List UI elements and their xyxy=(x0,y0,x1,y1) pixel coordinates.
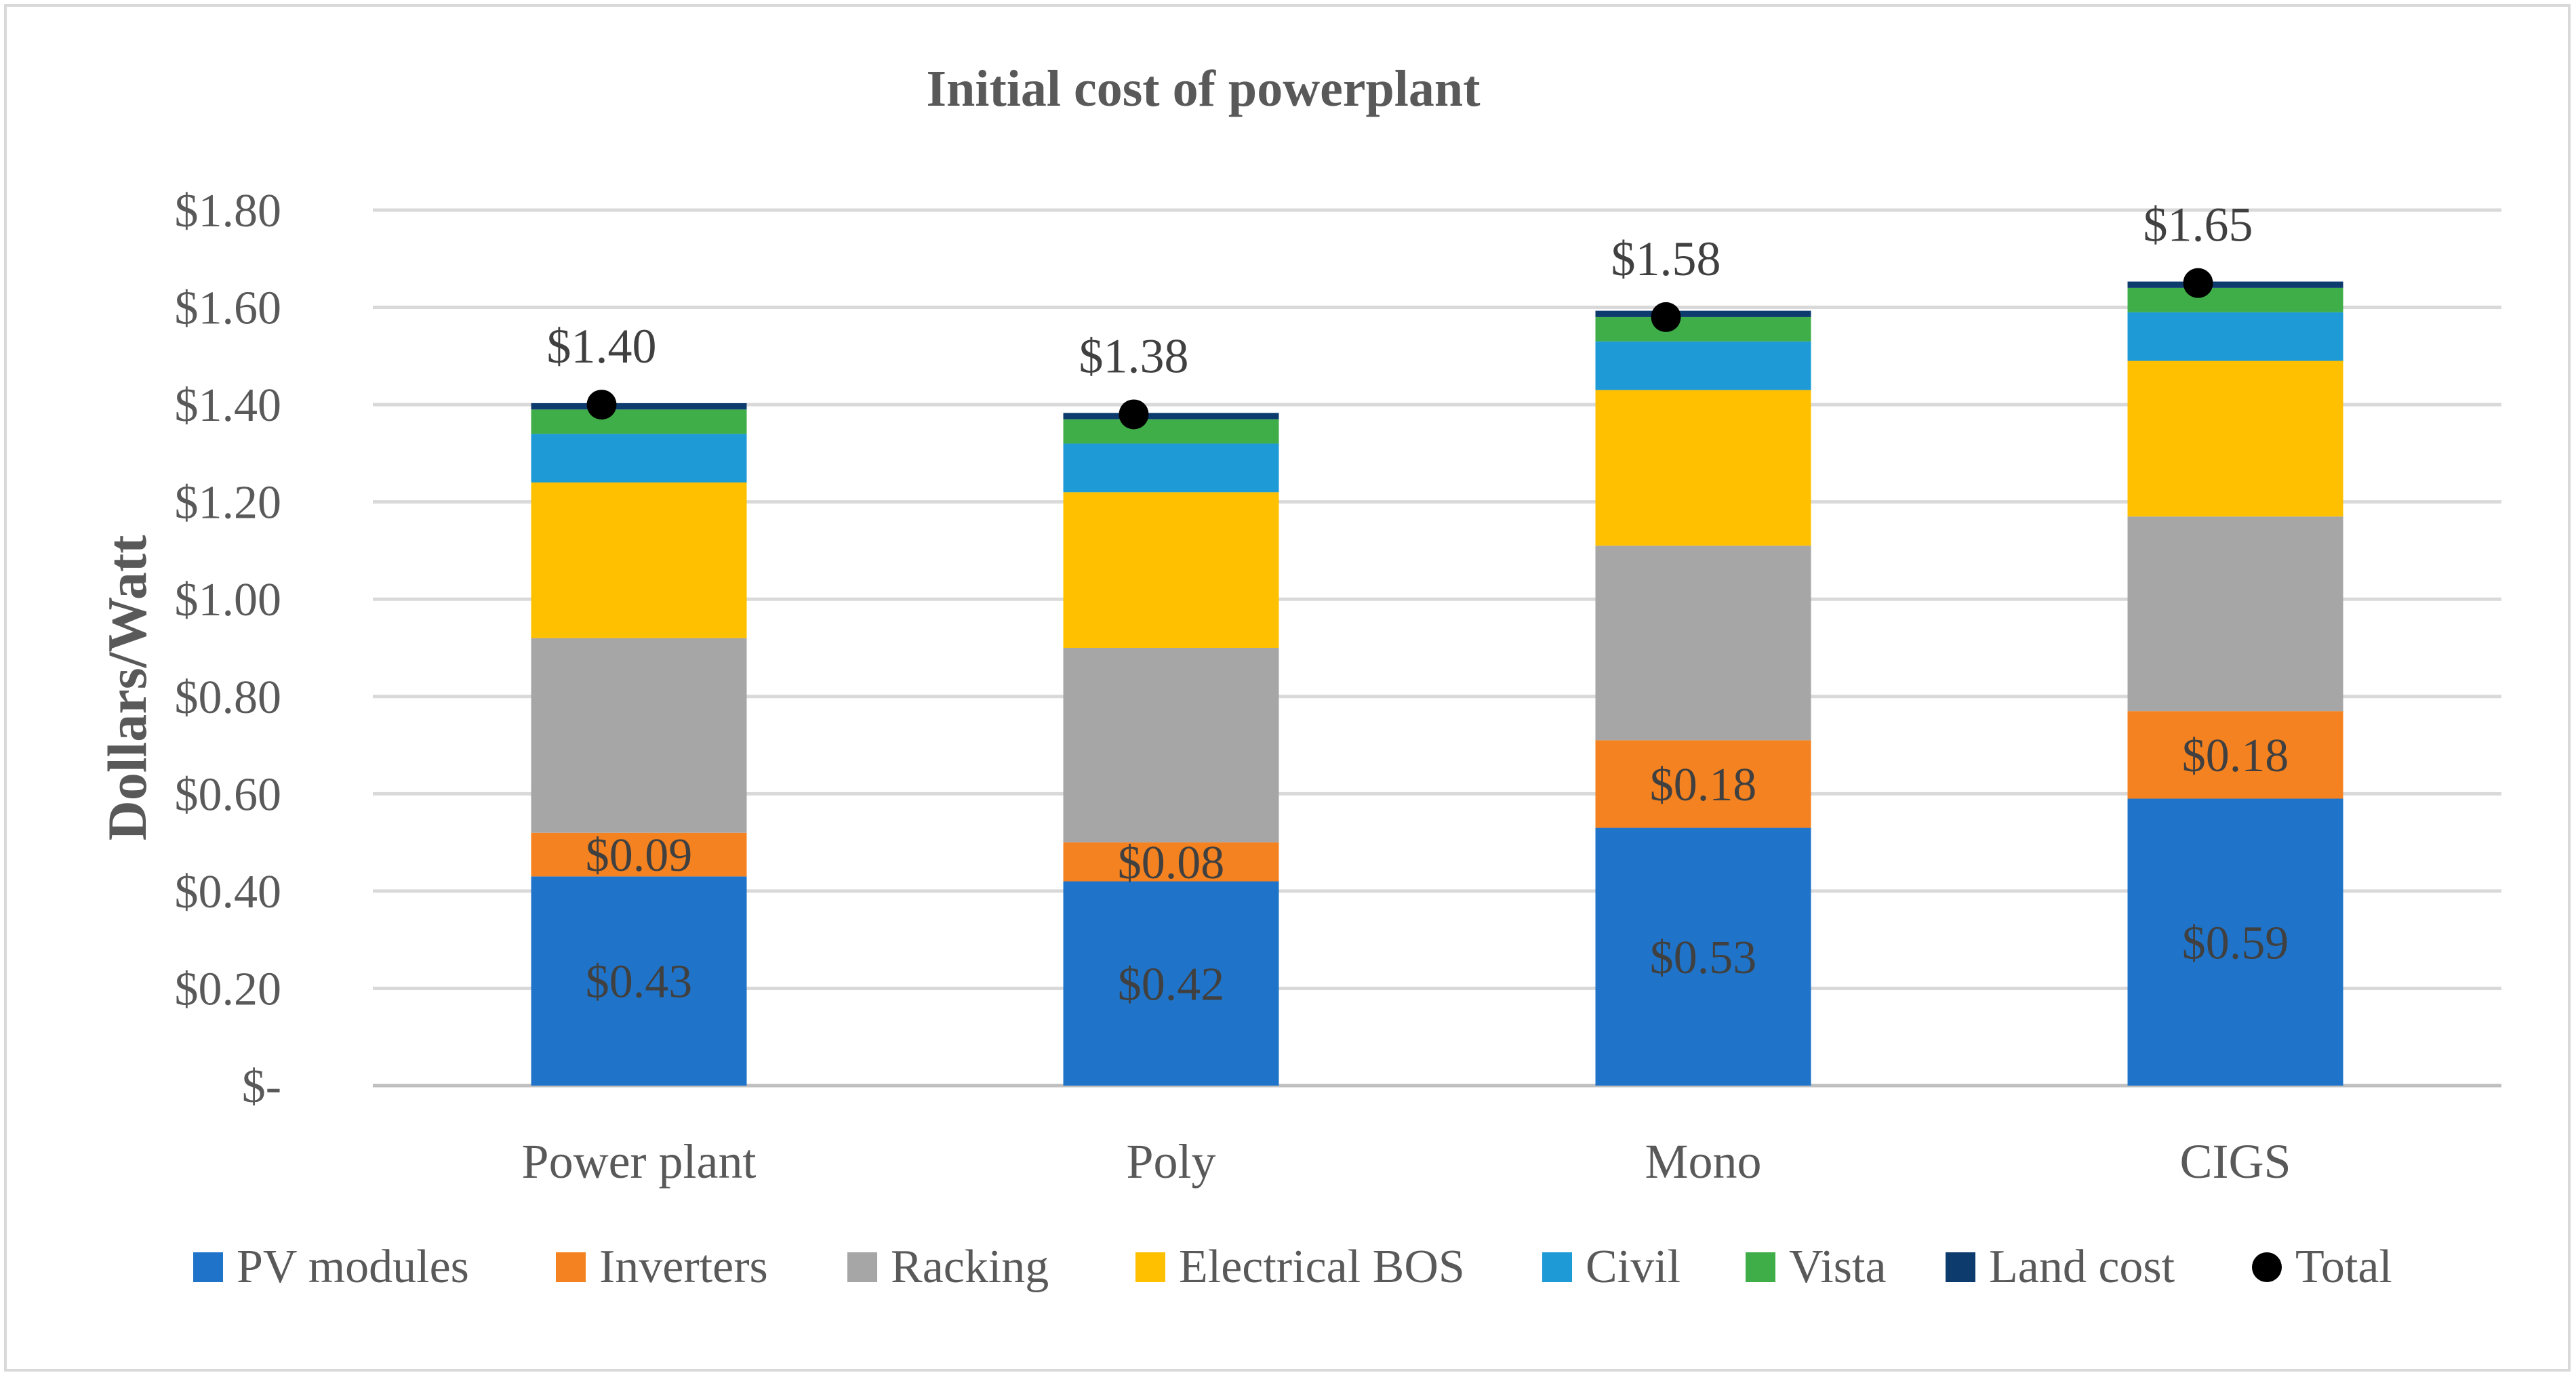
total-marker xyxy=(1651,302,1681,332)
y-tick-label: $0.40 xyxy=(175,866,282,918)
y-tick-label: $1.60 xyxy=(175,283,282,335)
bars xyxy=(531,281,2343,1086)
y-tick-label: $1.20 xyxy=(175,477,282,529)
bar-segment-civil xyxy=(531,434,747,482)
bar-segment-land-cost xyxy=(1595,310,1811,317)
legend-swatch xyxy=(193,1252,223,1282)
legend-label: Land cost xyxy=(1989,1241,2175,1293)
legend: PV modules Inverters Racking Electrical BOS… xyxy=(193,1241,2392,1293)
bar-segment-vista xyxy=(1063,419,1279,444)
y-axis-label: Dollars/Watt xyxy=(96,535,158,841)
legend-label: Racking xyxy=(891,1241,1049,1293)
x-tick-label: CIGS xyxy=(2179,1134,2291,1189)
y-tick-label: $1.40 xyxy=(175,379,282,432)
x-tick-label: Mono xyxy=(1645,1134,1761,1189)
data-label: $0.53 xyxy=(1650,932,1757,984)
data-label: $0.18 xyxy=(1650,759,1757,811)
x-tick-label: Poly xyxy=(1126,1134,1215,1189)
bar-segment-pv-modules xyxy=(1595,827,1811,1086)
y-tick-label: $1.80 xyxy=(175,185,282,237)
bar-segment-electrical-bos xyxy=(1063,492,1279,648)
y-tick-label: $0.80 xyxy=(175,672,282,724)
bar-segment-inverters xyxy=(1595,740,1811,828)
chart-frame: Initial cost of powerplant Dollars/Watt … xyxy=(4,4,2571,1372)
bar-segment-pv-modules xyxy=(1063,881,1279,1086)
legend-swatch xyxy=(556,1252,586,1282)
total-marker xyxy=(2183,268,2213,298)
total-label: $1.65 xyxy=(2144,198,2253,252)
chart-title: Initial cost of powerplant xyxy=(927,60,1481,117)
bar-segment-land-cost xyxy=(531,403,747,410)
bar-segment-electrical-bos xyxy=(2127,361,2343,517)
bar-segment-civil xyxy=(1063,443,1279,493)
x-axis-categories: Power plant Poly Mono CIGS xyxy=(522,1134,2291,1189)
bar-segment-inverters xyxy=(531,832,747,877)
bar-segment-vista xyxy=(1595,316,1811,342)
bar-segment-vista xyxy=(531,409,747,434)
bar-segment-land-cost xyxy=(2127,281,2343,288)
data-label: $0.43 xyxy=(586,956,693,1008)
stacked-bar-chart: Initial cost of powerplant Dollars/Watt … xyxy=(96,60,2501,1293)
data-labels: $0.43 $0.09 $0.42 $0.08 $0.53 $0.18 $0.59 $0.18 xyxy=(586,730,2289,1010)
legend-swatch xyxy=(1746,1252,1775,1282)
y-tick-label: $1.00 xyxy=(175,574,282,626)
legend-marker xyxy=(2252,1252,2282,1282)
legend-label: Electrical BOS xyxy=(1179,1241,1465,1293)
data-label: $0.08 xyxy=(1118,837,1225,889)
bar-segment-electrical-bos xyxy=(531,482,747,638)
total-marker xyxy=(1119,399,1149,430)
data-label: $0.09 xyxy=(586,829,693,882)
total-markers: $1.40 $1.38 $1.58 $1.65 xyxy=(547,198,2253,430)
bar-segment-inverters xyxy=(2127,711,2343,799)
total-marker xyxy=(586,390,617,420)
data-label: $0.42 xyxy=(1118,958,1225,1010)
legend-label: Vista xyxy=(1789,1241,1887,1293)
x-tick-label: Power plant xyxy=(522,1134,757,1189)
bar-segment-racking xyxy=(1063,648,1279,843)
legend-swatch xyxy=(1542,1252,1572,1282)
bar-segment-racking xyxy=(2127,516,2343,712)
total-label: $1.38 xyxy=(1079,329,1189,383)
data-label: $0.18 xyxy=(2182,730,2289,782)
data-label: $0.59 xyxy=(2182,917,2289,969)
legend-label: Civil xyxy=(1586,1241,1681,1293)
bar-segment-land-cost xyxy=(1063,413,1279,419)
bar-segment-civil xyxy=(1595,341,1811,390)
legend-swatch xyxy=(1135,1252,1165,1282)
bar-segment-racking xyxy=(531,638,747,833)
legend-label: Inverters xyxy=(599,1241,768,1293)
legend-label: PV modules xyxy=(237,1241,469,1293)
y-tick-label: $0.60 xyxy=(175,768,282,821)
legend-swatch xyxy=(1946,1252,1975,1282)
y-axis-ticks: $- $0.20 $0.40 $0.60 $0.80 $1.00 $1.20 $1.40 $1.… xyxy=(175,185,282,1113)
bar-segment-vista xyxy=(2127,287,2343,312)
bar-segment-pv-modules xyxy=(531,876,747,1086)
bar-segment-inverters xyxy=(1063,842,1279,882)
bar-segment-racking xyxy=(1595,546,1811,741)
bar-segment-electrical-bos xyxy=(1595,390,1811,546)
bar-segment-pv-modules xyxy=(2127,798,2343,1086)
bar-segment-civil xyxy=(2127,312,2343,361)
legend-swatch xyxy=(847,1252,877,1282)
total-label: $1.58 xyxy=(1611,232,1721,286)
y-tick-label: $- xyxy=(242,1061,281,1113)
legend-label: Total xyxy=(2295,1241,2392,1293)
total-label: $1.40 xyxy=(547,319,657,373)
y-tick-label: $0.20 xyxy=(175,963,282,1015)
